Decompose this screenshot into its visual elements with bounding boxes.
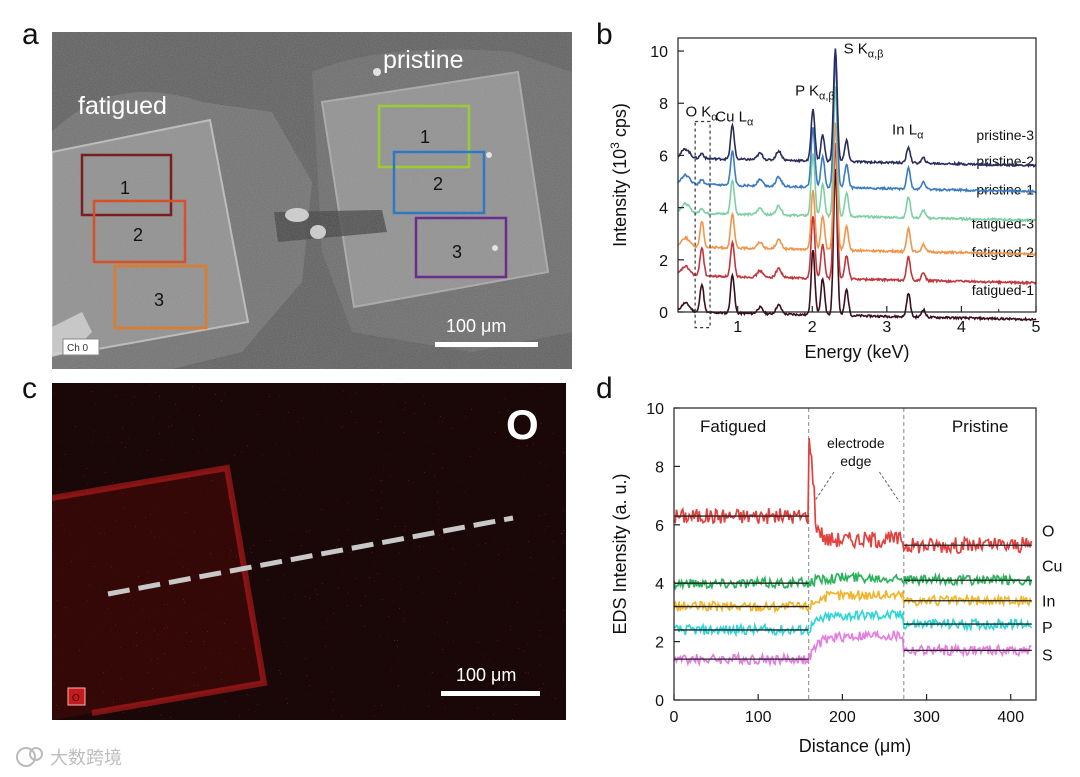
watermark-logo-icon	[16, 747, 43, 767]
y-tick-label-d: 8	[655, 459, 664, 476]
series-line-fatigued-3	[677, 122, 1037, 257]
annotation-edge: edge	[840, 453, 871, 469]
pristine-box-1: 1	[377, 104, 471, 169]
x-axis-label-d: Distance (μm)	[799, 736, 911, 756]
region-label-pristine: Pristine	[952, 417, 1009, 436]
series-line-Cu	[673, 570, 1033, 592]
series-label-In: In	[1042, 594, 1055, 611]
y-tick-label-b: 4	[659, 201, 668, 218]
series-line-In	[673, 588, 1033, 614]
eds-oxygen-map: O 100 μm O	[52, 383, 566, 720]
series-line-fatigued-2	[677, 143, 1037, 286]
y-tick-label-d: 6	[655, 518, 664, 535]
x-tick-label-b: 2	[808, 319, 817, 336]
element-tag: O	[67, 687, 86, 706]
x-tick-label-b: 3	[882, 319, 891, 336]
series-label-fatigued-3: fatigued-3	[972, 215, 1034, 231]
svg-text:2: 2	[133, 225, 143, 245]
fatigued-box-2: 2	[92, 199, 187, 264]
fatigued-box-1: 1	[80, 153, 173, 217]
x-tick-label-d: 400	[997, 709, 1024, 726]
pristine-box-3: 3	[414, 216, 508, 279]
y-axis-label-d: EDS Intensity (a. u.)	[610, 473, 630, 634]
fatigued-box-3: 3	[113, 264, 208, 330]
chart-d: O Cu In P S 0 100 200 300 400 0 2 4 6 8 10 Distance (μm)…	[596, 396, 1080, 768]
y-tick-label-b: 2	[659, 253, 668, 270]
x-tick-label-d: 100	[745, 709, 772, 726]
svg-text:1: 1	[420, 127, 430, 147]
annotation-electrode: electrode	[827, 435, 885, 451]
label-pristine: pristine	[383, 46, 464, 74]
channel-tag: Ch 0	[62, 338, 100, 356]
element-label: O	[506, 401, 539, 448]
scalebar-a: 100 μm	[435, 316, 538, 347]
y-tick-label-b: 8	[659, 96, 668, 113]
svg-text:3: 3	[452, 242, 462, 262]
watermark: 大数跨境	[8, 742, 148, 772]
svg-text:100 μm: 100 μm	[456, 665, 516, 685]
series-label-fatigued-1: fatigued-1	[972, 282, 1034, 298]
series-label-fatigued-2: fatigued-2	[972, 244, 1034, 260]
svg-text:3: 3	[154, 290, 164, 310]
svg-text:O: O	[72, 693, 80, 704]
series-label-O: O	[1042, 524, 1054, 541]
plot-frame-b	[677, 37, 1037, 313]
panel-letter-b: b	[596, 18, 613, 51]
svg-text:大数跨境: 大数跨境	[50, 748, 122, 768]
x-tick-label-d: 0	[670, 709, 679, 726]
peak-annotation: In Lα	[892, 122, 924, 142]
o-k-highlight-box	[694, 120, 711, 329]
series-label-S: S	[1042, 648, 1053, 665]
y-tick-label-b: 0	[659, 305, 668, 322]
series-line-O	[673, 438, 1033, 555]
region-label-fatigued: Fatigued	[700, 417, 766, 436]
x-tick-label-b: 1	[733, 319, 742, 336]
pristine-box-2: 2	[392, 150, 486, 215]
x-axis-label-b: Energy (keV)	[804, 342, 909, 362]
annotation-arrow-left	[815, 471, 835, 501]
y-tick-label-d: 4	[655, 576, 664, 593]
peak-annotation: P Kα,β	[795, 82, 835, 102]
y-tick-label-b: 10	[650, 44, 668, 61]
series-line-pristine-2	[677, 58, 1037, 194]
line-scan-path	[107, 515, 514, 597]
y-tick-label-d: 0	[655, 693, 664, 710]
svg-text:100 μm: 100 μm	[446, 316, 506, 336]
panel-letter-d: d	[596, 372, 613, 405]
peak-annotation: O Kα	[685, 103, 718, 123]
svg-text:2: 2	[433, 174, 443, 194]
panel-letter-c: c	[22, 372, 37, 405]
sem-image: fatigued pristine 1 2 3 1 2 3 100 μm	[52, 32, 572, 369]
y-tick-label-d: 10	[646, 401, 664, 418]
y-axis-label-b: Intensity (103 cps)	[608, 103, 630, 247]
series-label-pristine-2: pristine-2	[976, 153, 1034, 169]
series-line-P	[673, 608, 1033, 638]
chart-b: fatigued-1 fatigued-2 fatigued-3 pristine-1…	[596, 30, 1080, 390]
series-label-P: P	[1042, 620, 1053, 637]
scalebar-c: 100 μm	[441, 665, 540, 696]
series-label-Cu: Cu	[1042, 559, 1062, 576]
series-line-S	[673, 629, 1032, 668]
x-tick-label-d: 300	[913, 709, 940, 726]
peak-annotation: S Kα,β	[844, 41, 884, 61]
plot-frame-d	[673, 407, 1037, 701]
annotation-arrow-right	[878, 471, 901, 503]
series-label-pristine-3: pristine-3	[976, 127, 1034, 143]
svg-text:1: 1	[120, 178, 130, 198]
x-tick-label-b: 5	[1032, 319, 1041, 336]
x-tick-label-d: 200	[829, 709, 856, 726]
x-tick-label-b: 4	[957, 319, 966, 336]
series-line-pristine-1	[677, 86, 1037, 223]
series-line-pristine-3	[677, 48, 1037, 168]
panel-letter-a: a	[22, 18, 39, 51]
series-label-pristine-1: pristine-1	[976, 182, 1034, 198]
y-tick-label-b: 6	[659, 148, 668, 165]
peak-annotation: Cu Lα	[715, 109, 754, 129]
svg-text:Ch 0: Ch 0	[67, 343, 89, 354]
y-tick-label-d: 2	[655, 635, 664, 652]
label-fatigued: fatigued	[78, 92, 167, 120]
